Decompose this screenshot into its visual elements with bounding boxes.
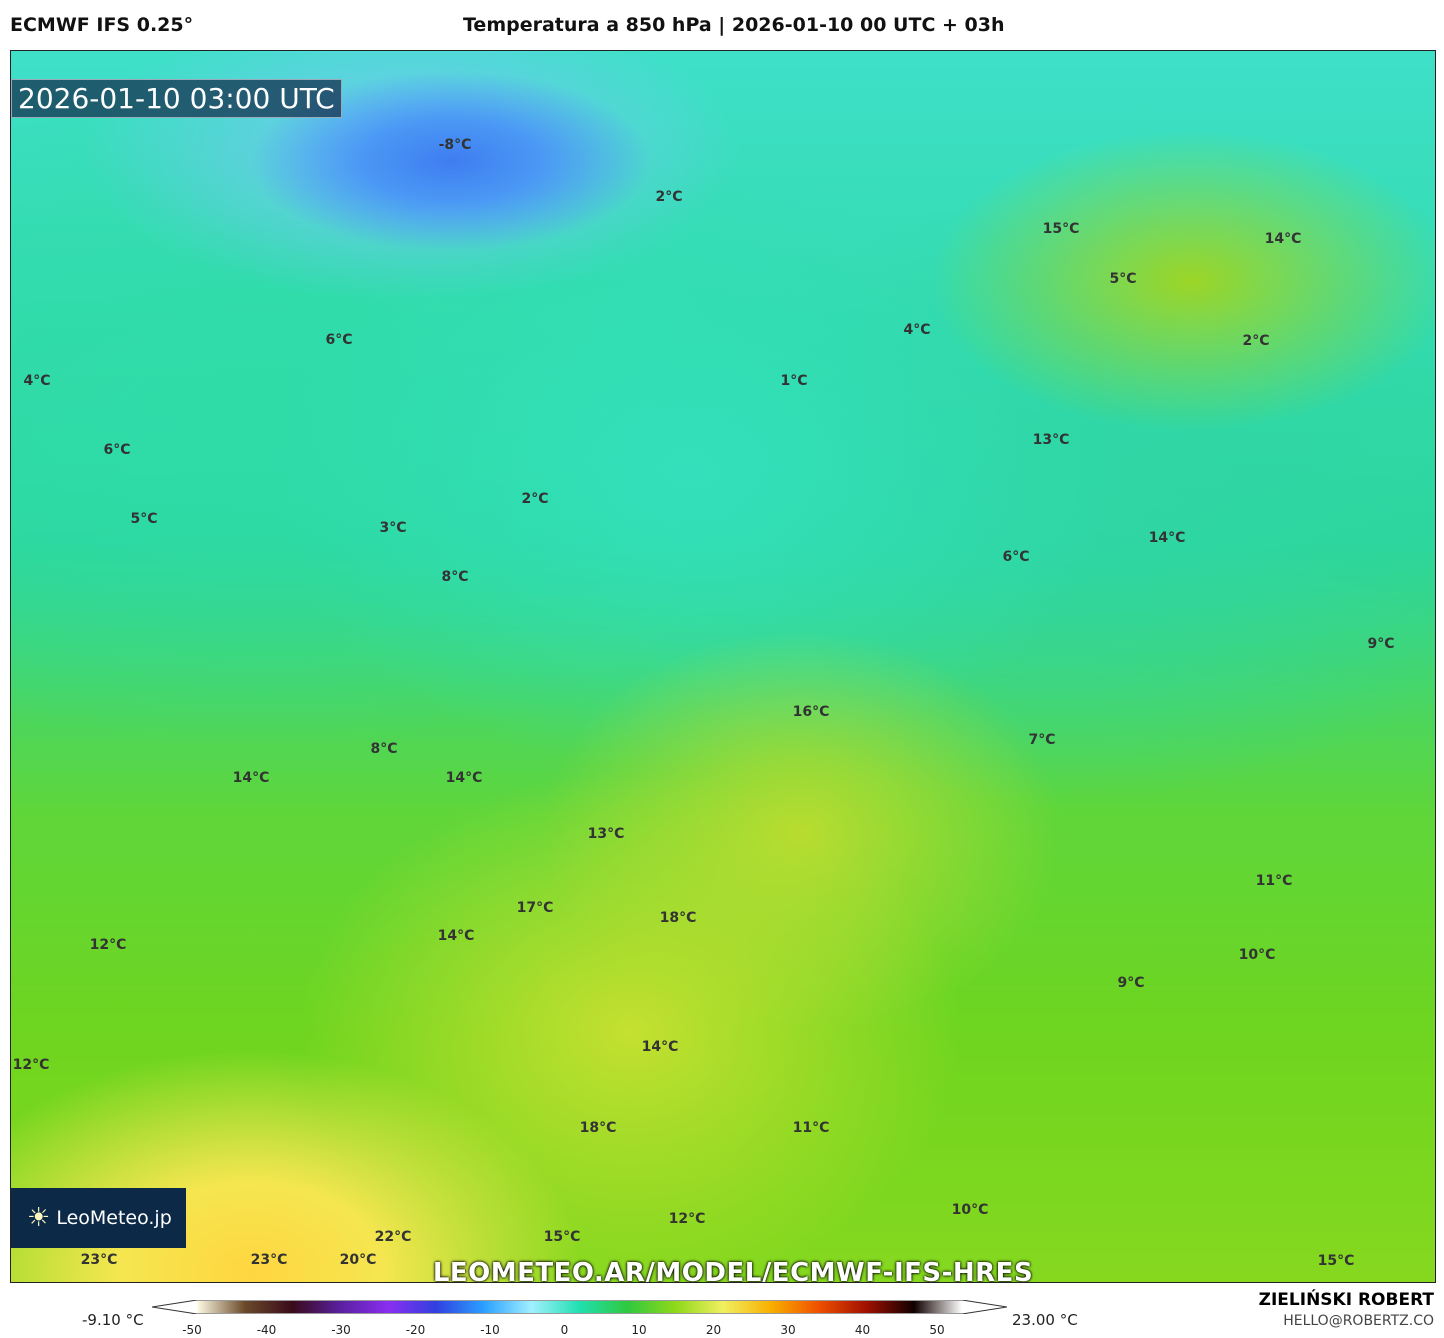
valid-time-badge: 2026-01-10 03:00 UTC [11,79,342,118]
temperature-label: 14°C [641,1039,679,1055]
temperature-label: 5°C [130,511,158,527]
temperature-label: 14°C [232,770,270,786]
temperature-label: 9°C [1367,636,1395,652]
temperature-label: 14°C [1264,231,1302,247]
temperature-label: 14°C [437,928,475,944]
color-scale-tick: 20 [705,1323,722,1337]
temperature-label: 9°C [1117,975,1145,991]
temperature-label: 15°C [1042,221,1080,237]
temperature-label: 11°C [1255,873,1293,889]
temperature-label: 16°C [792,704,830,720]
temperature-label: 3°C [379,520,407,536]
color-scale-bar [152,1300,1007,1314]
temperature-label: 15°C [1317,1253,1355,1269]
temperature-label: 23°C [250,1252,288,1268]
temperature-label: 13°C [1032,432,1070,448]
legend-min: -9.10 °C [82,1311,144,1329]
color-scale-tick: 50 [929,1323,945,1337]
url-watermark: LEOMETEO.AR/MODEL/ECMWF-IFS-HRES [432,1258,1034,1283]
temperature-label: 14°C [445,770,483,786]
temperature-label: 10°C [951,1202,989,1218]
temperature-label: 6°C [103,442,131,458]
temperature-label: 2°C [521,491,549,507]
temperature-label: 10°C [1238,947,1276,963]
color-scale-tick: 10 [631,1323,647,1337]
temperature-label: 18°C [659,910,697,926]
temperature-label: 22°C [374,1229,412,1245]
legend-max: 23.00 °C [1012,1311,1078,1329]
temperature-label: 13°C [587,826,625,842]
temperature-label: 4°C [23,373,51,389]
author-name: ZIELIŃSKI ROBERT [1258,1290,1434,1310]
temperature-label: 12°C [89,937,127,953]
temperature-label: 5°C [1109,271,1137,287]
model-name: ECMWF IFS 0.25° [10,14,194,36]
color-scale-tick: -40 [256,1323,277,1337]
temperature-label: 17°C [516,900,554,916]
temperature-label: 8°C [441,569,469,585]
temperature-label: 12°C [12,1057,50,1073]
temperature-label: 15°C [543,1229,581,1245]
temperature-label: 12°C [668,1211,706,1227]
temperature-label: 23°C [80,1252,118,1268]
temperature-label: 14°C [1148,530,1186,546]
temperature-label: 8°C [370,741,398,757]
color-scale-tick: -30 [331,1323,351,1337]
temperature-label: -8°C [438,137,472,153]
temperature-label: 2°C [655,189,683,205]
color-scale-tick: -50 [182,1323,202,1337]
temperature-label: 7°C [1028,732,1056,748]
temperature-label: 2°C [1242,333,1270,349]
color-scale-tick: 30 [780,1323,796,1337]
temperature-label: 18°C [579,1120,617,1136]
temperature-label: 4°C [903,322,931,338]
temperature-label: 1°C [780,373,808,389]
leometeo-logo: ☀ LeoMeteo.jp [11,1188,186,1248]
author-email: HELLO@ROBERTZ.CO [1283,1313,1434,1329]
temperature-map[interactable]: 2026-01-10 03:00 UTC -8°C 2°C 15°C 14°C 5°C 4… [10,50,1436,1283]
temperature-label: 20°C [339,1252,377,1268]
color-scale-tick: -10 [480,1323,500,1337]
author-credit: ZIELIŃSKI ROBERT HELLO@ROBERTZ.CO [1259,1290,1434,1329]
color-scale-tick: 40 [854,1323,871,1337]
color-scale-tick: -20 [405,1323,426,1337]
logo-text: LeoMeteo.jp [56,1207,172,1229]
sun-icon: ☀ [27,1203,51,1233]
color-scale-gradient [197,1301,962,1313]
map-title: Temperatura a 850 hPa | 2026-01-10 00 UT… [463,14,1005,36]
temperature-label: 6°C [1002,549,1030,565]
color-scale-tick: 0 [560,1323,569,1337]
temperature-label: 11°C [792,1120,830,1136]
temperature-label: 6°C [325,332,353,348]
